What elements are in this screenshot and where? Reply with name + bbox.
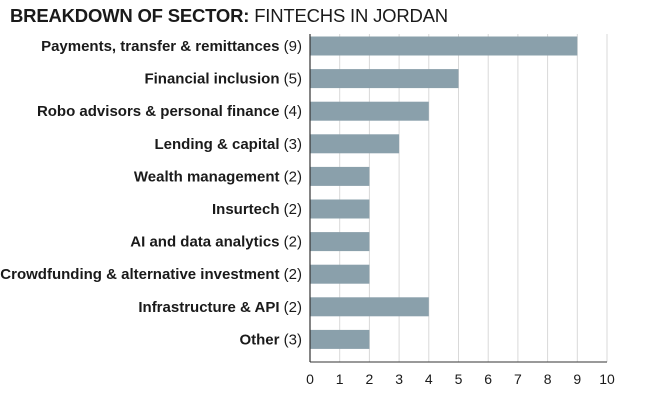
category-label-1: Financial inclusion (5)	[144, 71, 302, 88]
category-label-4: Wealth management (2)	[134, 168, 302, 185]
category-name-5: Insurtech	[212, 201, 280, 218]
bar-9	[310, 329, 370, 349]
category-name-3: Lending & capital	[154, 136, 279, 153]
x-tick-label-8: 8	[544, 371, 552, 387]
category-count-6: (2)	[280, 234, 303, 251]
category-name-8: Infrastructure & API	[138, 299, 279, 316]
chart-title-rest: FINTECHS IN JORDAN	[254, 5, 448, 26]
category-count-1: (5)	[280, 71, 303, 88]
category-count-8: (2)	[280, 299, 303, 316]
x-tick-label-3: 3	[395, 371, 403, 387]
category-labels: Payments, transfer & remittances (9)Fina…	[0, 38, 302, 348]
category-name-1: Financial inclusion	[144, 71, 279, 88]
x-tick-label-9: 9	[573, 371, 581, 387]
bar-4	[310, 166, 370, 186]
x-tick-label-5: 5	[455, 371, 463, 387]
category-count-9: (3)	[280, 331, 303, 348]
x-axis: 0 1 2 3 4 5 6 7 8 9 10	[306, 34, 615, 387]
x-tick-label-6: 6	[484, 371, 492, 387]
x-tick-label-1: 1	[336, 371, 344, 387]
category-name-9: Other	[239, 331, 279, 348]
bar-3	[310, 134, 400, 154]
x-tick-label-4: 4	[425, 371, 433, 387]
category-name-7: Crowdfunding & alternative investment	[0, 266, 279, 283]
category-count-5: (2)	[280, 201, 303, 218]
category-label-3: Lending & capital (3)	[154, 136, 302, 153]
category-name-6: AI and data analytics	[130, 234, 279, 251]
bar-2	[310, 101, 429, 121]
category-label-9: Other (3)	[239, 331, 302, 348]
bar-6	[310, 232, 370, 252]
x-tick-label-7: 7	[514, 371, 522, 387]
category-name-0: Payments, transfer & remittances	[41, 38, 279, 55]
category-name-2: Robo advisors & personal finance	[37, 103, 280, 120]
category-label-2: Robo advisors & personal finance (4)	[37, 103, 302, 120]
category-label-8: Infrastructure & API (2)	[138, 299, 302, 316]
category-label-7: Crowdfunding & alternative investment (2…	[0, 266, 302, 283]
category-count-0: (9)	[280, 38, 303, 55]
category-label-0: Payments, transfer & remittances (9)	[41, 38, 302, 55]
chart-title: BREAKDOWN OF SECTOR: FINTECHS IN JORDAN	[10, 5, 448, 27]
category-count-2: (4)	[280, 103, 303, 120]
chart-title-bold: BREAKDOWN OF SECTOR:	[10, 5, 250, 26]
bar-7	[310, 264, 370, 284]
bar-0	[310, 36, 578, 56]
bars	[310, 36, 578, 349]
category-count-4: (2)	[280, 168, 303, 185]
category-label-6: AI and data analytics (2)	[130, 234, 302, 251]
bar-8	[310, 297, 429, 317]
bar-5	[310, 199, 370, 219]
category-label-5: Insurtech (2)	[212, 201, 302, 218]
category-count-7: (2)	[280, 266, 303, 283]
x-tick-label-10: 10	[599, 371, 615, 387]
category-name-4: Wealth management	[134, 168, 280, 185]
bar-1	[310, 69, 459, 89]
category-count-3: (3)	[280, 136, 303, 153]
x-tick-label-0: 0	[306, 371, 314, 387]
x-tick-label-2: 2	[366, 371, 374, 387]
